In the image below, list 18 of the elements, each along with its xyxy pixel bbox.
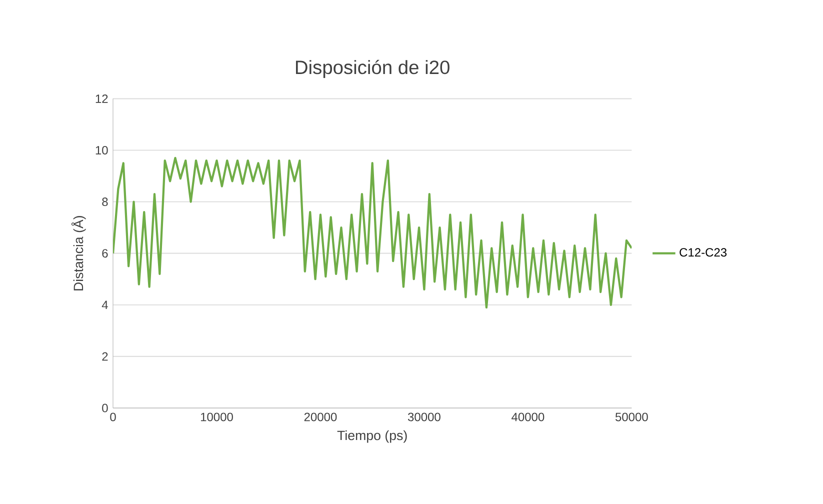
chart-title: Disposición de i20 xyxy=(296,60,450,78)
x-axis-title: Tiempo (ps) xyxy=(337,430,407,443)
y-tick-label: 4 xyxy=(102,300,108,310)
x-tick-label: 20000 xyxy=(304,412,337,422)
y-tick-label: 12 xyxy=(96,94,108,103)
y-axis-title: Distancia (Å) xyxy=(71,216,86,290)
y-tick-label: 0 xyxy=(102,404,108,412)
x-tick-label: 40000 xyxy=(512,412,544,422)
x-tick-label: 10000 xyxy=(200,412,233,422)
y-tick-label: 10 xyxy=(96,146,108,154)
x-tick-label: 30000 xyxy=(408,412,440,422)
x-tick-label: 0 xyxy=(110,412,116,422)
x-tick-label: 50000 xyxy=(615,412,648,422)
y-tick-label: 6 xyxy=(102,249,108,258)
line-series xyxy=(113,156,632,309)
y-tick-label: 2 xyxy=(102,352,108,361)
y-tick-label: 8 xyxy=(102,198,108,206)
legend-label: C12-C23 xyxy=(680,248,727,257)
